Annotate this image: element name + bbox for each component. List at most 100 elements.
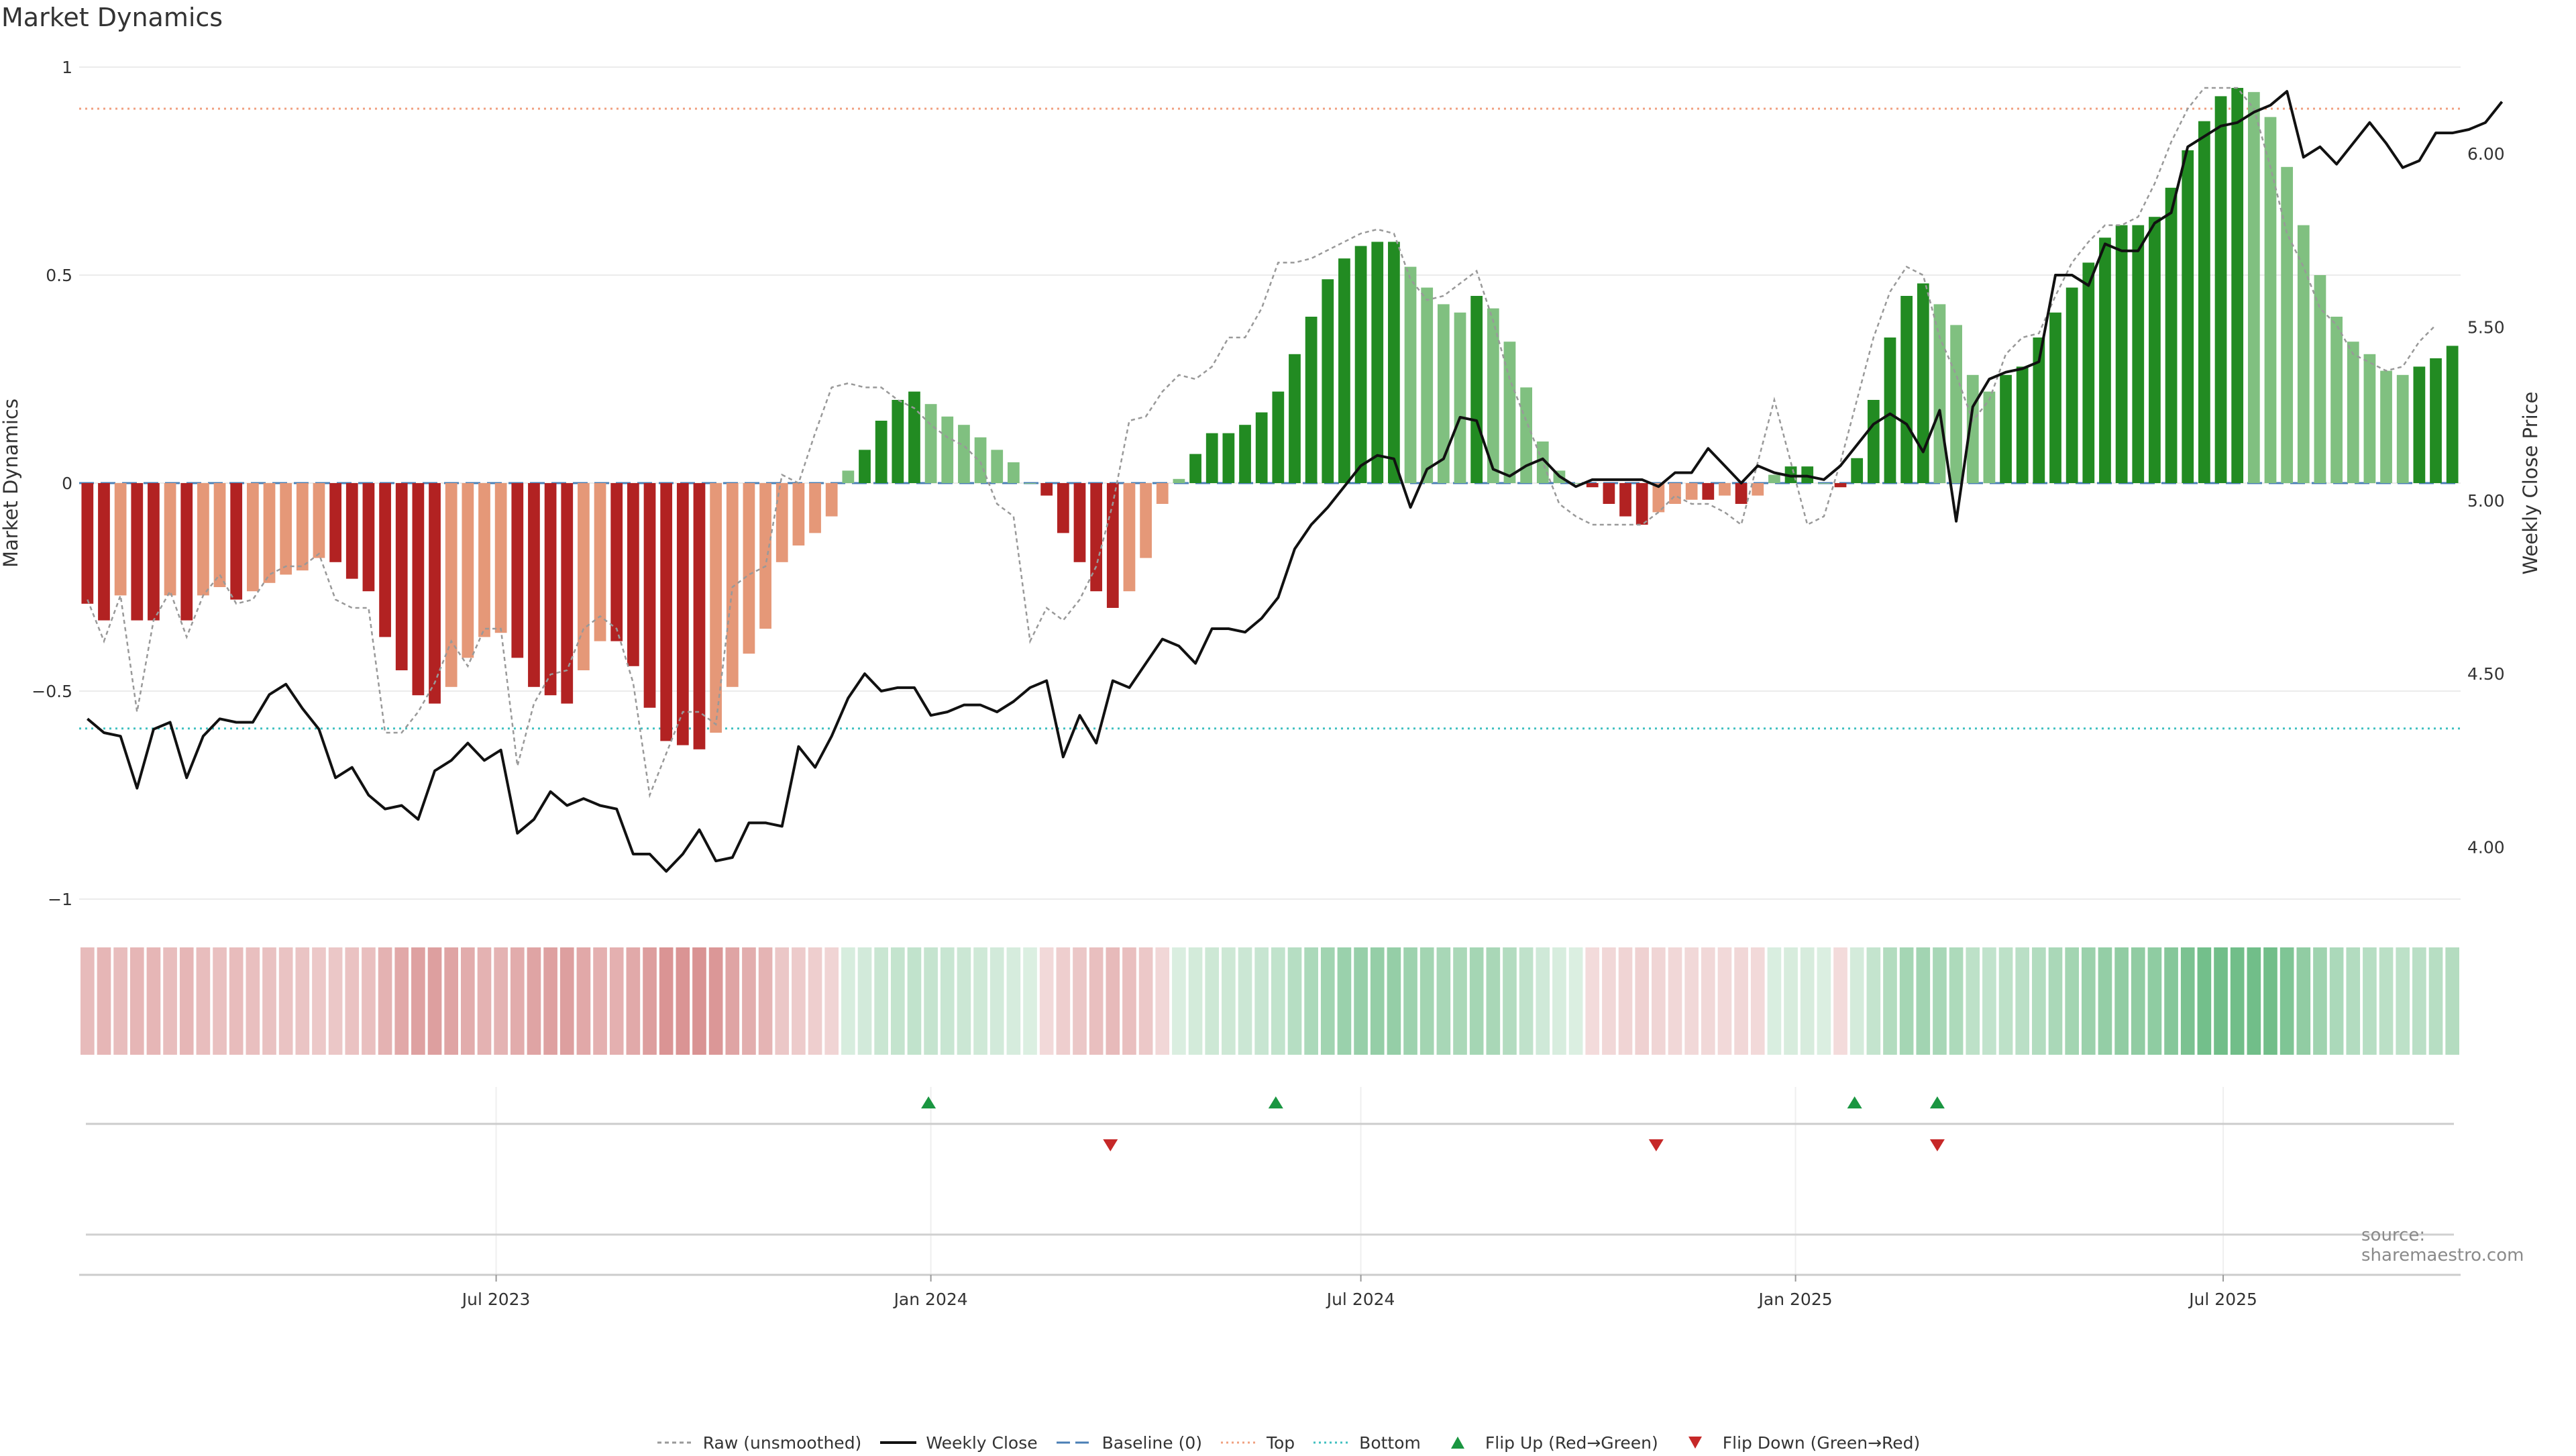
- dynamics-bar: [1983, 391, 1996, 483]
- dynamics-bar: [809, 483, 821, 533]
- regime-cell: [2180, 947, 2195, 1055]
- regime-cell: [1205, 947, 1220, 1055]
- dynamics-bar: [494, 483, 507, 633]
- dynamics-bar: [1388, 242, 1400, 483]
- regime-cell: [2363, 947, 2377, 1055]
- legend-swatch-icon: [1056, 1441, 1093, 1444]
- dynamics-bar: [1189, 454, 1201, 483]
- regime-cell: [758, 947, 773, 1055]
- x-tick-label: Jan 2024: [893, 1290, 968, 1309]
- regime-cell: [295, 947, 310, 1055]
- regime-cell: [129, 947, 144, 1055]
- regime-cell: [2396, 947, 2410, 1055]
- dynamics-bar: [362, 483, 375, 592]
- flip-down-marker: [1103, 1139, 1118, 1151]
- regime-cell: [808, 947, 822, 1055]
- x-tick-label: Jul 2023: [461, 1290, 531, 1309]
- regime-cell: [1419, 947, 1434, 1055]
- regime-cell: [1949, 947, 1964, 1055]
- regime-cell: [1916, 947, 1931, 1055]
- dynamics-bar: [1222, 433, 1235, 483]
- regime-cell: [1817, 947, 1831, 1055]
- dynamics-bar: [1371, 242, 1384, 483]
- dynamics-bar: [1239, 425, 1251, 483]
- dynamics-bar: [213, 483, 226, 587]
- regime-cell: [477, 947, 492, 1055]
- dynamics-bar: [114, 483, 127, 596]
- regime-cell: [427, 947, 442, 1055]
- dynamics-bar: [991, 450, 1004, 483]
- dynamics-bar: [1487, 308, 1499, 483]
- regime-cell: [1899, 947, 1914, 1055]
- dynamics-bar: [395, 483, 408, 670]
- regime-cell: [1387, 947, 1401, 1055]
- dynamics-bar: [908, 391, 920, 483]
- legend-label: Bottom: [1359, 1433, 1421, 1453]
- dynamics-bar: [1123, 483, 1136, 592]
- dynamics-bar: [445, 483, 458, 687]
- regime-cell: [411, 947, 425, 1055]
- regime-cell: [2247, 947, 2261, 1055]
- dynamics-bar: [1669, 483, 1681, 504]
- dynamics-bar: [1322, 279, 1334, 483]
- dynamics-bar: [197, 483, 209, 596]
- regime-cell: [1403, 947, 1417, 1055]
- regime-cell: [874, 947, 888, 1055]
- legend-swatch-icon: [1313, 1441, 1350, 1444]
- regime-cell: [328, 947, 343, 1055]
- regime-cell: [510, 947, 525, 1055]
- regime-cell: [345, 947, 360, 1055]
- regime-cell: [1668, 947, 1682, 1055]
- regime-cell: [626, 947, 641, 1055]
- legend-swatch-icon: [1220, 1441, 1257, 1444]
- regime-cell: [1006, 947, 1021, 1055]
- dynamics-bar: [875, 421, 888, 483]
- regime-cell: [1122, 947, 1136, 1055]
- dynamics-bar: [1735, 483, 1748, 504]
- dynamics-bar: [2214, 96, 2227, 483]
- dynamics-bar: [1470, 296, 1483, 483]
- dynamics-bar: [246, 483, 259, 592]
- regime-cell: [1536, 947, 1550, 1055]
- dynamics-bar: [2281, 166, 2294, 484]
- regime-cell: [973, 947, 987, 1055]
- dynamics-bar: [2099, 238, 2111, 483]
- dynamics-bar: [180, 483, 193, 621]
- regime-cell: [1436, 947, 1451, 1055]
- dynamics-bar: [1073, 483, 1086, 562]
- dynamics-bar: [379, 483, 391, 637]
- regime-cell: [2313, 947, 2327, 1055]
- dynamics-bar: [2000, 374, 2012, 483]
- dynamics-bar: [2330, 317, 2343, 483]
- dynamics-bar: [412, 483, 425, 696]
- dynamics-bar: [164, 483, 176, 596]
- right-tick-label: 5.00: [2467, 491, 2505, 511]
- x-tick-label: Jan 2025: [1758, 1290, 1833, 1309]
- dynamics-bar: [1090, 483, 1103, 592]
- dynamics-bar: [1156, 483, 1169, 504]
- dynamics-bar: [643, 483, 656, 708]
- flip-up-marker: [1847, 1096, 1862, 1108]
- dynamics-bar: [1008, 462, 1020, 483]
- regime-cell: [1966, 947, 1980, 1055]
- right-tick-label: 4.00: [2467, 838, 2505, 857]
- dynamics-bar: [1851, 458, 1864, 483]
- dynamics-bar: [1834, 483, 1847, 488]
- regime-cell: [2131, 947, 2145, 1055]
- dynamics-bar: [1305, 317, 1318, 483]
- dynamics-bar: [230, 483, 243, 600]
- dynamics-bar: [280, 483, 292, 575]
- regime-cell: [742, 947, 756, 1055]
- dynamics-bar: [511, 483, 524, 658]
- dynamics-bar: [1702, 483, 1715, 500]
- regime-cell: [1684, 947, 1699, 1055]
- legend-label: Flip Up (Red→Green): [1485, 1433, 1658, 1453]
- regime-cell: [262, 947, 276, 1055]
- dynamics-bar: [1603, 483, 1615, 504]
- regime-cell: [890, 947, 905, 1055]
- legend-label: Flip Down (Green→Red): [1722, 1433, 1921, 1453]
- regime-cell: [2065, 947, 2079, 1055]
- dynamics-bar: [429, 483, 441, 704]
- dynamics-bar: [1289, 354, 1301, 483]
- left-tick-label: 0.5: [46, 266, 72, 285]
